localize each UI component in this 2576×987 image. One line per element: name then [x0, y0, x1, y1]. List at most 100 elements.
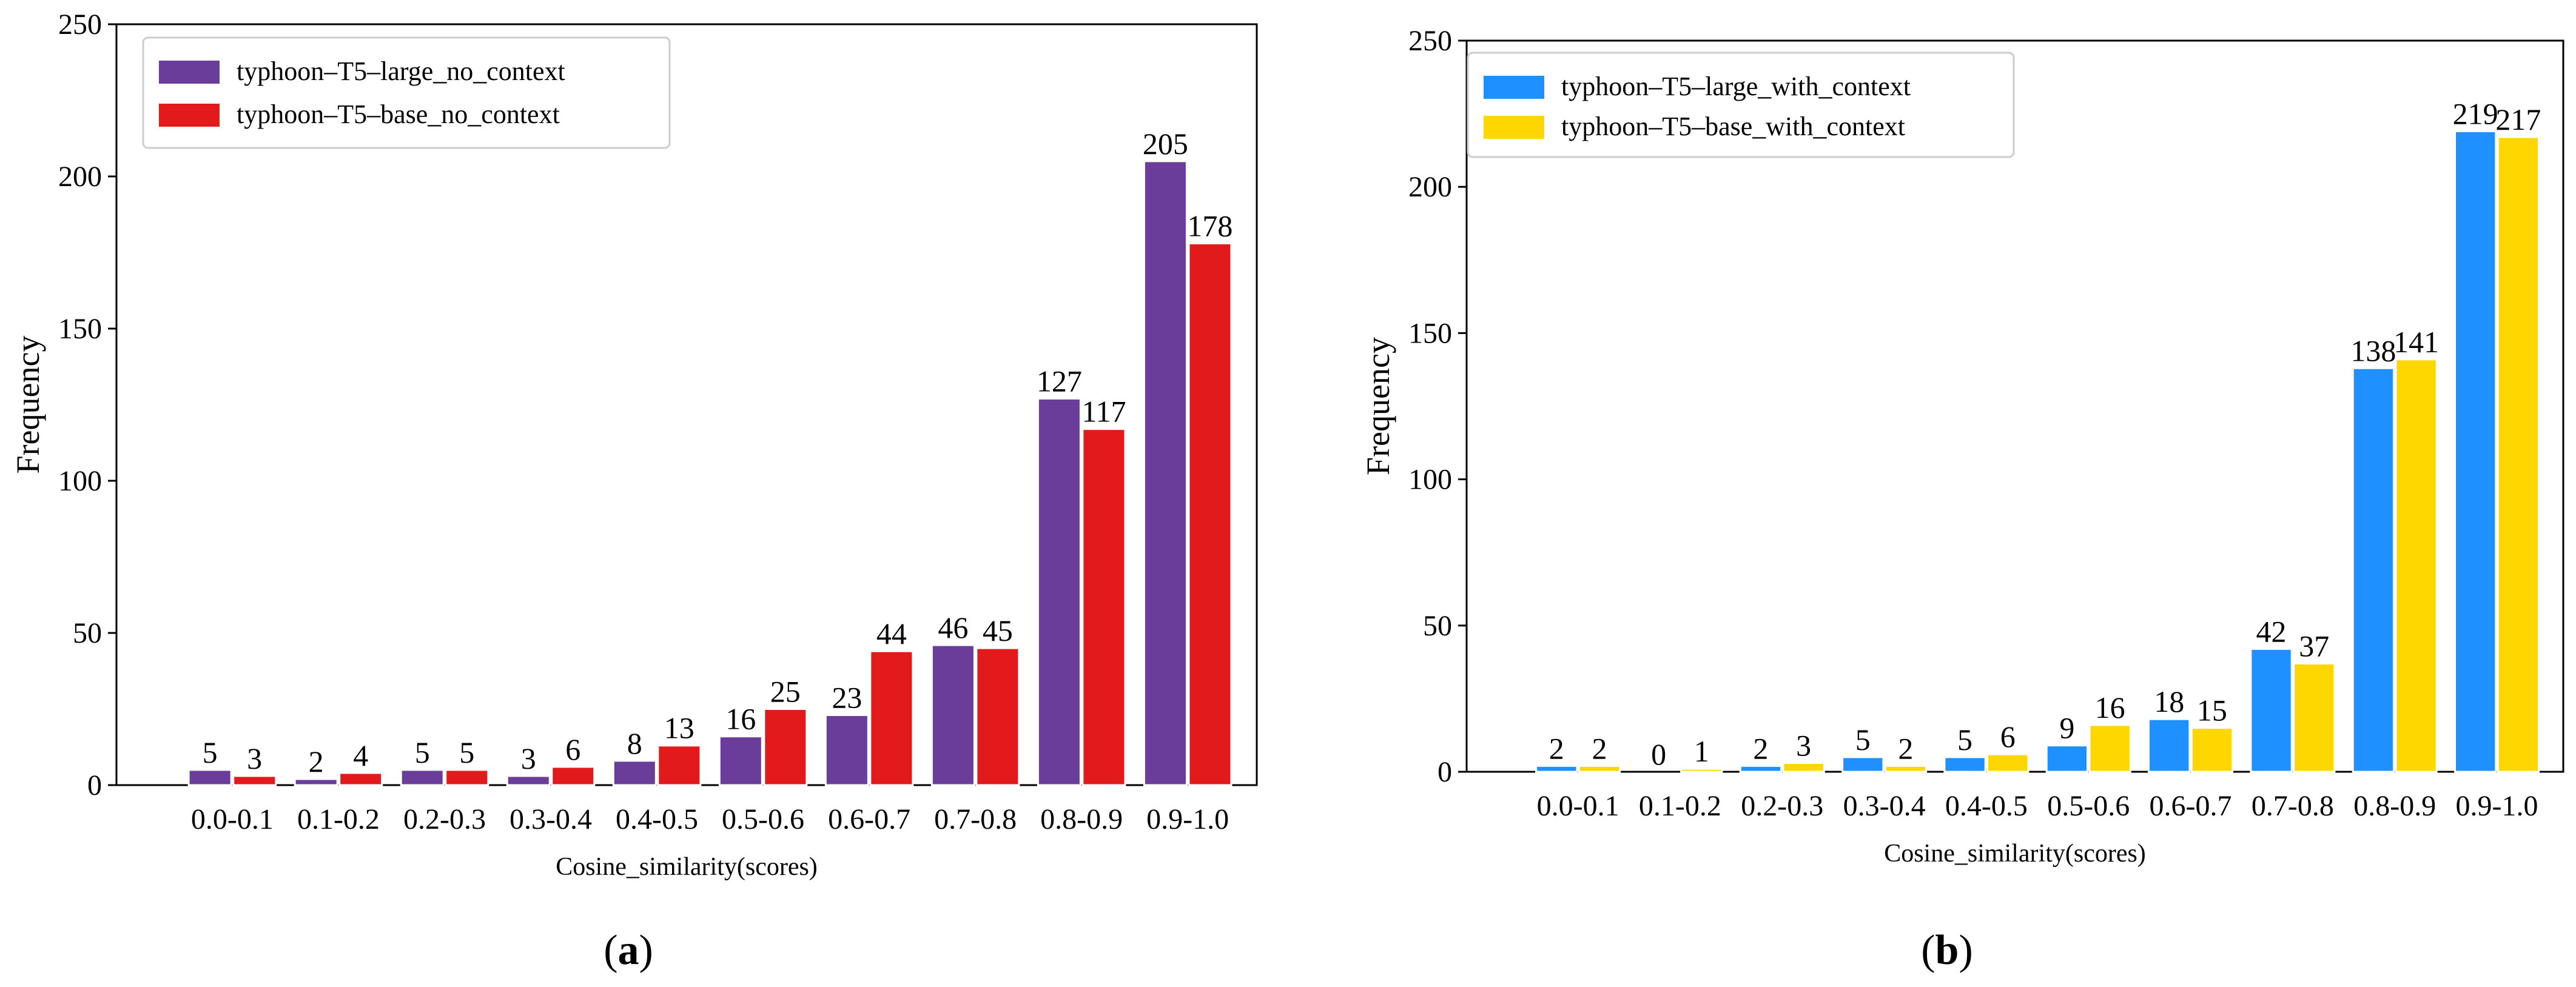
panel-b-x-tick-label: 0.5-0.6	[2047, 790, 2130, 822]
panel-a-bar-value-label: 13	[664, 711, 694, 745]
panel-b-y-tick-label: 200	[1408, 171, 1452, 203]
panel-b-bar-value-label: 138	[2350, 333, 2396, 367]
panel-a-bar-value-label: 2	[309, 744, 324, 778]
panel-b-bar-value-label: 6	[2000, 720, 2016, 754]
panel-a-bar-value-label: 3	[521, 741, 536, 775]
panel-b-bar-value-label: 2	[1592, 731, 1607, 765]
panel-b-bar-series-2	[1578, 765, 1621, 773]
panel-a-y-tick-label: 200	[58, 161, 102, 193]
panel-a-bar-value-label: 178	[1187, 209, 1233, 243]
panel-a-legend-swatch	[159, 61, 220, 84]
panel-b-bar-value-label: 2	[1753, 731, 1768, 765]
panel-b-bar-value-label: 141	[2393, 325, 2439, 359]
panel-b-y-tick-label: 50	[1423, 610, 1452, 642]
panel-a-x-axis-label: Cosine_similarity(scores)	[556, 853, 818, 881]
panel-a-bar-value-label: 3	[247, 741, 262, 775]
panel-a-x-tick-label: 0.2-0.3	[403, 803, 486, 835]
panel-b-bar-value-label: 1	[1694, 734, 1709, 768]
panel-a-bar-series-2	[338, 772, 383, 786]
panel-a-legend-label: typhoon–T5–base_no_context	[237, 99, 560, 129]
panel-b-bar-series-1	[1739, 765, 1783, 773]
panel-a-bar-series-1	[824, 714, 869, 786]
panel-a-bar-value-label: 205	[1143, 127, 1188, 161]
panel-a-y-tick-label: 50	[73, 617, 102, 649]
panel-a-bar-value-label: 25	[770, 675, 801, 709]
panel-a-bar-series-1	[718, 735, 763, 786]
panel-a-bar-value-label: 23	[832, 681, 862, 715]
panel-b-bar-series-1	[2352, 367, 2395, 773]
panel-a-bar-series-1	[1037, 397, 1081, 786]
panel-a-bar-series-2	[232, 775, 277, 786]
panel-a-bar-series-1	[506, 775, 551, 786]
panel-a-bar-value-label: 8	[627, 726, 642, 760]
panel-b-bar-series-2	[1986, 753, 2030, 773]
panel-b-y-axis-label: Frequency	[1360, 337, 1396, 475]
panel-a-bar-value-label: 45	[983, 614, 1013, 647]
panel-a-x-tick-label: 0.4-0.5	[616, 803, 698, 835]
panel-b-bar-series-2	[2395, 358, 2438, 773]
panel-b-legend-label: typhoon–T5–base_with_context	[1561, 112, 1905, 141]
panel-b-x-tick-label: 0.1-0.2	[1639, 790, 1721, 822]
panel-a-x-tick-label: 0.7-0.8	[934, 803, 1017, 835]
panel-b-bar-series-1	[2148, 718, 2191, 773]
panel-b-bar-value-label: 9	[2059, 711, 2074, 745]
panel-a-bar-series-2	[657, 744, 702, 786]
panel-a-bar-series-1	[187, 769, 232, 786]
panel-a-y-axis-label: Frequency	[10, 336, 46, 474]
panel-b-x-axis-label: Cosine_similarity(scores)	[1884, 840, 2146, 868]
panel-a-bar-series-1	[294, 778, 338, 786]
panel-b-bar-series-2	[2293, 663, 2336, 773]
panel-a-bar-series-2	[869, 650, 914, 786]
panel-a-x-tick-label: 0.0-0.1	[191, 803, 274, 835]
panel-b-bar-series-1	[1943, 756, 1986, 773]
panel-b-legend-swatch	[1484, 116, 1544, 139]
panel-b-bar-value-label: 3	[1796, 729, 1811, 763]
panel-b-bar-value-label: 16	[2095, 691, 2125, 724]
panel-b-bar-series-2	[2190, 727, 2234, 773]
panel-b-bar-value-label: 5	[1957, 723, 1972, 757]
panel-a-x-tick-label: 0.1-0.2	[297, 803, 380, 835]
panel-b-x-tick-label: 0.4-0.5	[1945, 790, 2028, 822]
panel-a-bar-value-label: 46	[938, 611, 968, 644]
panel-b-x-tick-label: 0.3-0.4	[1843, 790, 1926, 822]
panel-b-bar-series-1	[2045, 744, 2089, 773]
panel-a-bar-value-label: 6	[565, 732, 580, 766]
panel-b-x-tick-label: 0.7-0.8	[2251, 790, 2334, 822]
panel-b-y-tick-label: 0	[1438, 756, 1452, 788]
panel-a-bar-value-label: 16	[725, 702, 756, 736]
panel-a-caption: (a)	[604, 927, 653, 974]
panel-b-legend-swatch	[1484, 76, 1544, 99]
panel-a-bar-series-1	[612, 760, 657, 786]
panel-a-bar-series-2	[1188, 242, 1233, 786]
panel-a-bar-value-label: 5	[415, 735, 430, 769]
panel-a-legend-box	[142, 36, 671, 149]
panel-a-bar-series-2	[445, 769, 489, 786]
panel-a-bar-value-label: 5	[459, 735, 474, 769]
panel-b-bar-value-label: 18	[2154, 684, 2184, 718]
panel-a-bar-series-1	[930, 644, 975, 786]
panel-b-bar-value-label: 0	[1651, 737, 1666, 771]
panel-a-x-tick-label: 0.6-0.7	[828, 803, 910, 835]
panel-a-y-tick-label: 250	[58, 8, 102, 41]
panel-b-y-tick-label: 150	[1408, 317, 1452, 349]
panel-a-bar-series-2	[763, 708, 808, 786]
panel-b-bar-value-label: 15	[2197, 694, 2227, 728]
panel-b-legend-label: typhoon–T5–large_with_context	[1561, 72, 1911, 101]
panel-b-x-tick-label: 0.6-0.7	[2150, 790, 2232, 822]
panel-a-x-tick-label: 0.8-0.9	[1040, 803, 1123, 835]
panel-b-y-tick-label: 100	[1408, 464, 1452, 496]
panel-a-bar-value-label: 117	[1081, 395, 1126, 429]
panel-a-bar-series-2	[551, 766, 596, 786]
panel-b-bar-value-label: 2	[1549, 731, 1564, 765]
panel-b-bar-value-label: 2	[1898, 731, 1913, 765]
panel-a-bar-value-label: 5	[203, 735, 218, 769]
panel-a-y-tick-label: 150	[58, 313, 102, 345]
panel-b-bar-value-label: 5	[1855, 723, 1871, 757]
panel-a-bar-series-2	[975, 647, 1020, 786]
panel-a-x-tick-label: 0.3-0.4	[509, 803, 592, 835]
panel-a-x-tick-label: 0.5-0.6	[722, 803, 804, 835]
panel-b-y-tick-label: 250	[1408, 25, 1452, 57]
panel-a-bar-series-1	[400, 769, 445, 786]
panel-b-bar-series-2	[1884, 765, 1928, 773]
